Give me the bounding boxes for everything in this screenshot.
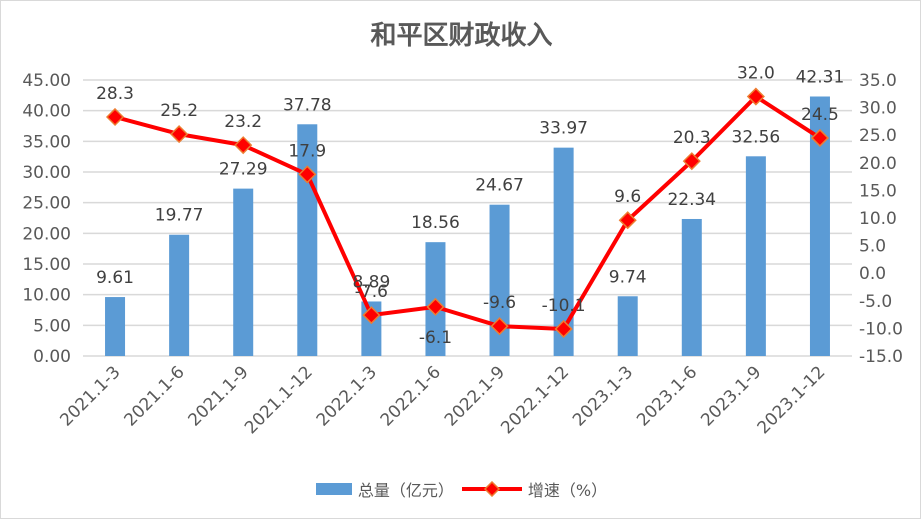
right-axis-tick: -15.0: [859, 347, 903, 367]
category-label: 2021.1-12: [241, 362, 317, 438]
bar[interactable]: [105, 297, 126, 356]
right-axis-tick: -5.0: [859, 292, 892, 312]
diamond-marker-icon[interactable]: [362, 306, 381, 325]
line-data-label: 28.3: [96, 84, 134, 104]
left-axis-tick: 40.00: [22, 102, 71, 122]
bar-data-label: 19.77: [155, 206, 204, 226]
growth-line: [114, 94, 822, 331]
line-data-label: 32.0: [737, 64, 775, 84]
bar-data-label: 22.34: [667, 190, 716, 210]
category-label: 2021.1-6: [120, 362, 188, 430]
legend-label-growth: 增速（%）: [527, 481, 608, 500]
line-data-label: -10.1: [542, 296, 586, 316]
diamond-marker-icon[interactable]: [682, 152, 701, 171]
left-axis-tick: 30.00: [22, 163, 71, 183]
bar[interactable]: [681, 218, 702, 356]
right-axis-tick: 35.0: [859, 71, 897, 91]
line-diamond-swatch-icon: [461, 481, 522, 497]
diamond-marker-icon[interactable]: [490, 317, 509, 336]
left-axis-tick: 0.00: [33, 347, 71, 367]
bar[interactable]: [617, 296, 638, 356]
category-label: 2022.1-9: [441, 362, 509, 430]
category-label: 2023.1-12: [754, 362, 830, 438]
bar-data-label: 32.56: [732, 127, 781, 147]
category-label: 2023.1-3: [569, 362, 637, 430]
bar-data-label: 9.61: [96, 268, 134, 288]
line-data-label: 20.3: [673, 128, 711, 148]
category-label: 2021.1-3: [56, 362, 124, 430]
diamond-marker-icon[interactable]: [234, 136, 253, 155]
line-data-label: 17.9: [288, 141, 326, 161]
category-label: 2023.1-9: [697, 362, 765, 430]
legend-item-total[interactable]: 总量（亿元）: [315, 477, 454, 501]
diamond-marker-icon[interactable]: [554, 319, 573, 339]
right-axis-tick: 0.0: [859, 264, 886, 284]
bar[interactable]: [553, 147, 574, 356]
right-axis-tick: 5.0: [859, 237, 886, 257]
left-axis-tick: 15.00: [22, 255, 71, 275]
left-axis-tick: 45.00: [22, 71, 71, 91]
line-data-label: 25.2: [160, 101, 198, 121]
category-label: 2022.1-3: [313, 362, 381, 430]
right-axis-tick: -10.0: [859, 319, 903, 339]
left-axis-tick: 5.00: [33, 316, 71, 336]
right-axis-tick: 25.0: [859, 126, 897, 146]
line-data-label: -7.6: [355, 282, 388, 302]
category-label: 2022.1-12: [497, 362, 573, 438]
bar[interactable]: [233, 188, 254, 356]
bar[interactable]: [745, 156, 766, 356]
bar[interactable]: [169, 234, 190, 356]
category-label: 2023.1-6: [633, 362, 701, 430]
legend: 总量（亿元） 增速（%）: [1, 477, 921, 501]
right-axis-tick: 20.0: [859, 154, 897, 174]
diamond-marker-icon[interactable]: [618, 211, 637, 230]
bar-data-label: 9.74: [609, 267, 647, 287]
line-data-label: 9.6: [614, 187, 641, 207]
line-data-label: -6.1: [419, 328, 452, 348]
chart-title: 和平区财政收入: [370, 21, 553, 51]
category-label: 2021.1-9: [185, 362, 253, 430]
left-axis-tick: 25.00: [22, 194, 71, 214]
bar-data-label: 37.78: [283, 95, 332, 115]
bar-data-label: 18.56: [411, 213, 460, 233]
line-data-label: -9.6: [483, 293, 516, 313]
bar[interactable]: [489, 204, 510, 356]
bar-swatch-icon: [315, 483, 352, 495]
diamond-marker-icon[interactable]: [810, 128, 830, 148]
bar-data-label: 8.89: [352, 272, 390, 292]
legend-label-total: 总量（亿元）: [357, 481, 454, 500]
plot-area: 0.00 5.00 10.00 15.00 20.00 25.00 30.00 35.00 40…: [22, 64, 903, 439]
diamond-marker-icon[interactable]: [746, 87, 765, 106]
line-data-label: 23.2: [224, 112, 262, 132]
bar-data-label: 42.31: [796, 67, 845, 87]
line-data-label: 24.5: [801, 105, 839, 125]
bar-data-label: 27.29: [219, 160, 268, 180]
left-axis-tick: 20.00: [22, 224, 71, 244]
diamond-marker-icon[interactable]: [426, 297, 445, 316]
diamond-marker-icon[interactable]: [105, 107, 125, 127]
bar[interactable]: [809, 96, 830, 357]
diamond-marker-icon[interactable]: [298, 165, 317, 184]
category-label: 2022.1-6: [377, 362, 445, 430]
right-axis-tick: 15.0: [859, 181, 897, 201]
left-axis-tick: 35.00: [22, 132, 71, 152]
bar-data-label: 24.67: [475, 176, 524, 196]
bar-data-label: 33.97: [539, 119, 588, 139]
legend-item-growth[interactable]: 增速（%）: [461, 477, 608, 501]
right-axis-tick: 30.0: [859, 99, 897, 119]
right-axis-tick: 10.0: [859, 209, 897, 229]
left-axis-tick: 10.00: [22, 286, 71, 306]
diamond-marker-icon[interactable]: [170, 125, 189, 144]
